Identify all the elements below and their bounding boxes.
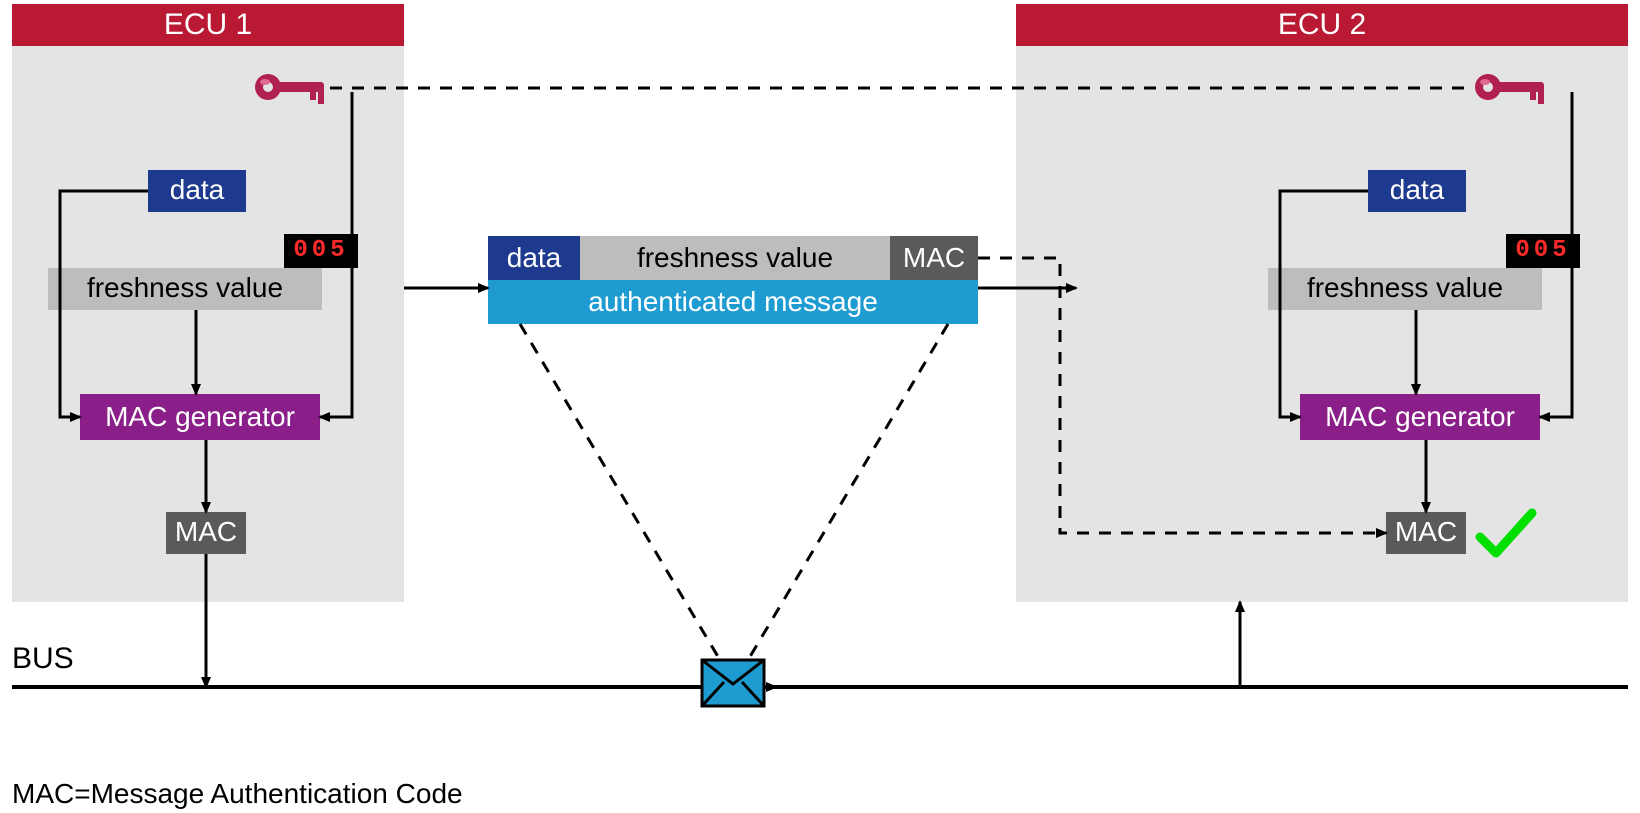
ecu1-freshness-box: freshness value xyxy=(48,268,322,310)
ecu1-mac-box: MAC xyxy=(166,512,246,554)
edge-msg_left_to_env xyxy=(520,324,720,660)
msg-auth-box: authenticated message xyxy=(488,280,978,324)
ecu2-title: ECU 2 xyxy=(1278,8,1366,41)
ecu2-body xyxy=(1016,46,1628,602)
ecu2-counter: 005 xyxy=(1506,234,1580,268)
ecu2-counter-value: 005 xyxy=(1515,237,1570,264)
msg-data-label: data xyxy=(507,242,562,273)
ecu1-macgen-label: MAC generator xyxy=(105,401,295,432)
envelope-icon xyxy=(702,660,764,706)
ecu2-freshness-label: freshness value xyxy=(1307,272,1503,303)
footnote: MAC=Message Authentication Code xyxy=(12,778,463,810)
bus-label: BUS xyxy=(12,642,74,676)
ecu1-macgen-box: MAC generator xyxy=(80,394,320,440)
ecu2-freshness-box: freshness value xyxy=(1268,268,1542,310)
ecu1-mac-label: MAC xyxy=(175,516,237,547)
footnote-text: MAC=Message Authentication Code xyxy=(12,778,463,809)
ecu2-data-label: data xyxy=(1390,174,1445,205)
diagram-stage: ECU 1 ECU 2 data 005 freshness value MAC… xyxy=(0,0,1640,813)
ecu2-data-box: data xyxy=(1368,170,1466,212)
ecu2-mac-label: MAC xyxy=(1395,516,1457,547)
ecu1-data-box: data xyxy=(148,170,246,212)
ecu1-data-label: data xyxy=(170,174,225,205)
msg-mac-box: MAC xyxy=(890,236,978,280)
ecu1-title: ECU 1 xyxy=(164,8,252,41)
ecu2-macgen-box: MAC generator xyxy=(1300,394,1540,440)
msg-fresh-label: freshness value xyxy=(637,242,833,273)
msg-fresh-box: freshness value xyxy=(580,236,890,280)
edge-msg_right_to_env xyxy=(748,324,948,660)
ecu1-header: ECU 1 xyxy=(12,4,404,46)
bus-label-text: BUS xyxy=(12,642,74,675)
ecu2-header: ECU 2 xyxy=(1016,4,1628,46)
msg-mac-label: MAC xyxy=(903,242,965,273)
msg-data-box: data xyxy=(488,236,580,280)
ecu2-macgen-label: MAC generator xyxy=(1325,401,1515,432)
msg-auth-label: authenticated message xyxy=(588,286,878,317)
ecu2-mac-box: MAC xyxy=(1386,512,1466,554)
ecu1-freshness-label: freshness value xyxy=(87,272,283,303)
ecu1-counter-value: 005 xyxy=(293,237,348,264)
ecu1-counter: 005 xyxy=(284,234,358,268)
